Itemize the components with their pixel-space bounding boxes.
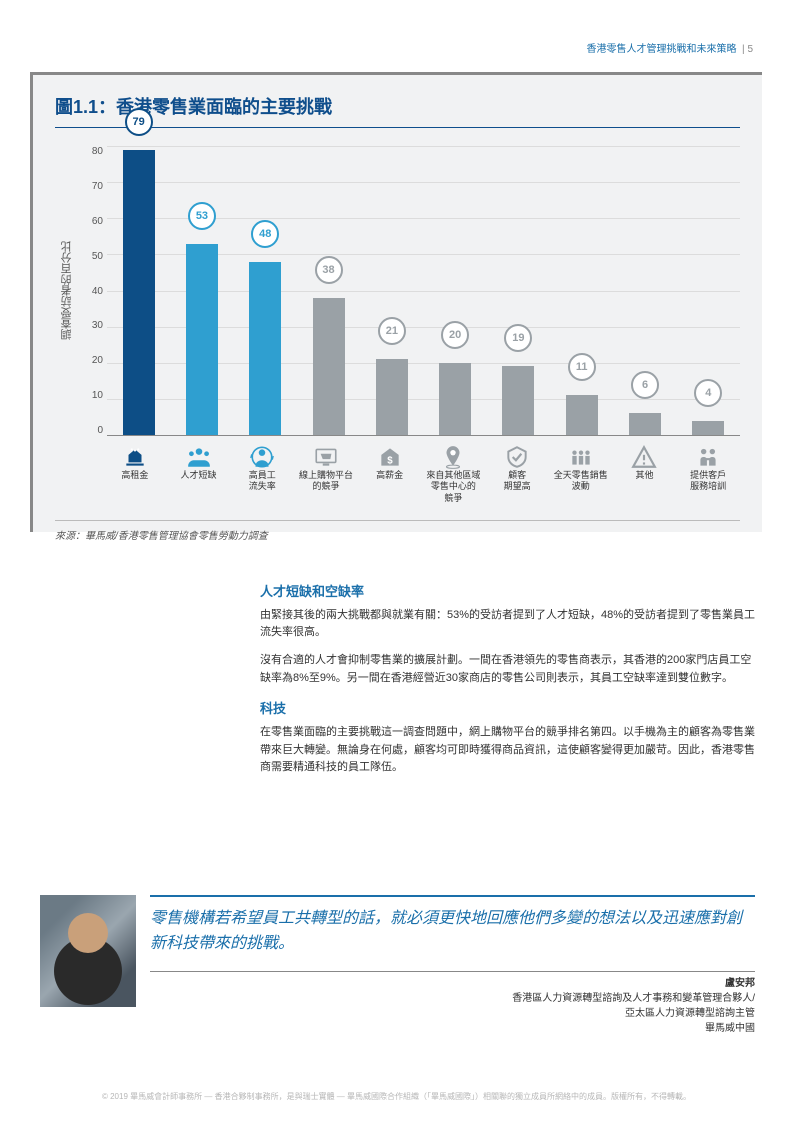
value-bubble: 48 — [251, 220, 279, 248]
svg-text:$: $ — [387, 456, 393, 467]
y-tick: 80 — [92, 146, 103, 157]
y-tick: 30 — [92, 320, 103, 331]
category-label: 來自其他區域零售中心的競爭 — [426, 470, 480, 504]
x-axis-item: 來自其他區域零售中心的競爭 — [422, 436, 486, 504]
author-portrait — [40, 895, 136, 1007]
author-name: 盧安邦 — [150, 976, 755, 991]
author-title-1: 香港區人力資源轉型諮詢及人才事務和變革管理合夥人/ — [150, 991, 755, 1006]
category-icon — [440, 444, 466, 466]
x-axis-item: 線上購物平台的競爭 — [294, 436, 358, 504]
page-footer: © 2019 畢馬威會計師事務所 — 香港合夥制事務所，是與瑞士實體 — 畢馬威… — [0, 1091, 793, 1102]
x-axis-item: 其他 — [613, 436, 677, 504]
y-tick: 10 — [92, 390, 103, 401]
y-tick: 0 — [97, 425, 103, 436]
category-label: 顧客期望高 — [504, 470, 531, 493]
chart-plot: 79 53 48 38 21 20 19 11 6 4 — [107, 146, 740, 436]
value-bubble: 20 — [441, 321, 469, 349]
y-tick: 40 — [92, 286, 103, 297]
quote-text-wrap: 零售機構若希望員工共轉型的話，就必須更快地回應他們多變的想法以及迅速應對創新科技… — [150, 895, 755, 1036]
category-label: 人才短缺 — [181, 470, 217, 481]
bar — [376, 359, 408, 435]
body-paragraph: 在零售業面臨的主要挑戰這一調查問題中，網上購物平台的競爭排名第四。以手機為主的顧… — [260, 724, 760, 777]
quote-attribution: 盧安邦 香港區人力資源轉型諮詢及人才事務和變革管理合夥人/ 亞太區人力資源轉型諮… — [150, 971, 755, 1036]
y-tick: 70 — [92, 181, 103, 192]
bar-column: 21 — [360, 146, 423, 435]
bar — [629, 413, 661, 435]
x-axis-item: 全天零售銷售波動 — [549, 436, 613, 504]
body-paragraph: 沒有合適的人才會抑制零售業的擴展計劃。一間在香港領先的零售商表示，其香港的200… — [260, 652, 760, 687]
x-axis-item: $ 高薪金 — [358, 436, 422, 504]
y-axis-label: 調查受訪者的百分比 — [55, 146, 79, 436]
category-icon — [249, 444, 275, 466]
bar — [313, 298, 345, 435]
value-bubble: 4 — [694, 379, 722, 407]
x-axis-item: 提供客戶服務培訓 — [676, 436, 740, 504]
page-number: 5 — [747, 44, 753, 55]
value-bubble: 53 — [188, 202, 216, 230]
category-label: 提供客戶服務培訓 — [690, 470, 726, 493]
category-icon — [631, 444, 657, 466]
section-title: 人才短缺和空缺率 — [260, 582, 760, 603]
chart-body: 調查受訪者的百分比 80 70 60 50 40 30 20 10 0 79 53 48 38 … — [55, 146, 740, 436]
category-icon — [122, 444, 148, 466]
bar-column: 11 — [550, 146, 613, 435]
category-icon — [568, 444, 594, 466]
value-bubble: 21 — [378, 317, 406, 345]
value-bubble: 38 — [315, 256, 343, 284]
value-bubble: 19 — [504, 324, 532, 352]
value-bubble: 11 — [568, 353, 596, 381]
category-icon — [186, 444, 212, 466]
bar — [439, 363, 471, 435]
bar-column: 48 — [234, 146, 297, 435]
category-label: 高租金 — [121, 470, 148, 481]
category-label: 線上購物平台的競爭 — [299, 470, 353, 493]
doc-title: 香港零售人才管理挑戰和未來策略 — [587, 44, 737, 55]
y-tick: 60 — [92, 216, 103, 227]
bar — [692, 421, 724, 435]
bar-column: 4 — [677, 146, 740, 435]
author-org: 畢馬威中國 — [150, 1021, 755, 1036]
category-icon — [504, 444, 530, 466]
chart-title: 圖1.1：香港零售業面臨的主要挑戰 — [55, 93, 740, 128]
bar-column: 79 — [107, 146, 170, 435]
category-label: 其他 — [635, 470, 653, 481]
bar-column: 53 — [170, 146, 233, 435]
bar-column: 6 — [613, 146, 676, 435]
category-label: 高員工流失率 — [249, 470, 276, 493]
x-axis-item: 高員工流失率 — [230, 436, 294, 504]
bar — [249, 262, 281, 435]
bar — [186, 244, 218, 435]
chart-frame: 圖1.1：香港零售業面臨的主要挑戰 調查受訪者的百分比 807060504030… — [30, 72, 762, 532]
category-icon: $ — [377, 444, 403, 466]
bar-column: 19 — [487, 146, 550, 435]
x-axis-item: 人才短缺 — [167, 436, 231, 504]
chart-source: 來源：畢馬威/香港零售管理協會零售勞動力調查 — [55, 520, 740, 542]
bar-column: 20 — [423, 146, 486, 435]
page-header: 香港零售人才管理挑戰和未來策略 | 5 — [587, 40, 754, 55]
section-title: 科技 — [260, 699, 760, 720]
body-text: 人才短缺和空缺率由緊接其後的兩大挑戰都與就業有關：53%的受訪者提到了人才短缺，… — [260, 570, 760, 787]
bar — [502, 366, 534, 435]
body-paragraph: 由緊接其後的兩大挑戰都與就業有關：53%的受訪者提到了人才短缺，48%的受訪者提… — [260, 607, 760, 642]
author-title-2: 亞太區人力資源轉型諮詢主管 — [150, 1006, 755, 1021]
category-icon — [313, 444, 339, 466]
value-bubble: 79 — [125, 108, 153, 136]
quote-text: 零售機構若希望員工共轉型的話，就必須更快地回應他們多變的想法以及迅速應對創新科技… — [150, 907, 755, 957]
quote-block: 零售機構若希望員工共轉型的話，就必須更快地回應他們多變的想法以及迅速應對創新科技… — [40, 895, 755, 1036]
bar — [123, 150, 155, 435]
bar — [566, 395, 598, 435]
category-label: 全天零售銷售波動 — [554, 470, 608, 493]
category-icon — [695, 444, 721, 466]
value-bubble: 6 — [631, 371, 659, 399]
x-axis-item: 高租金 — [103, 436, 167, 504]
x-axis-item: 顧客期望高 — [485, 436, 549, 504]
x-axis: 高租金 人才短缺 高員工流失率 線上購物平台的競爭 $ 高薪金 來自其他區域零售… — [103, 436, 740, 504]
y-tick: 20 — [92, 355, 103, 366]
y-tick: 50 — [92, 251, 103, 262]
y-axis: 80 70 60 50 40 30 20 10 0 — [79, 146, 107, 436]
category-label: 高薪金 — [376, 470, 403, 481]
bar-column: 38 — [297, 146, 360, 435]
